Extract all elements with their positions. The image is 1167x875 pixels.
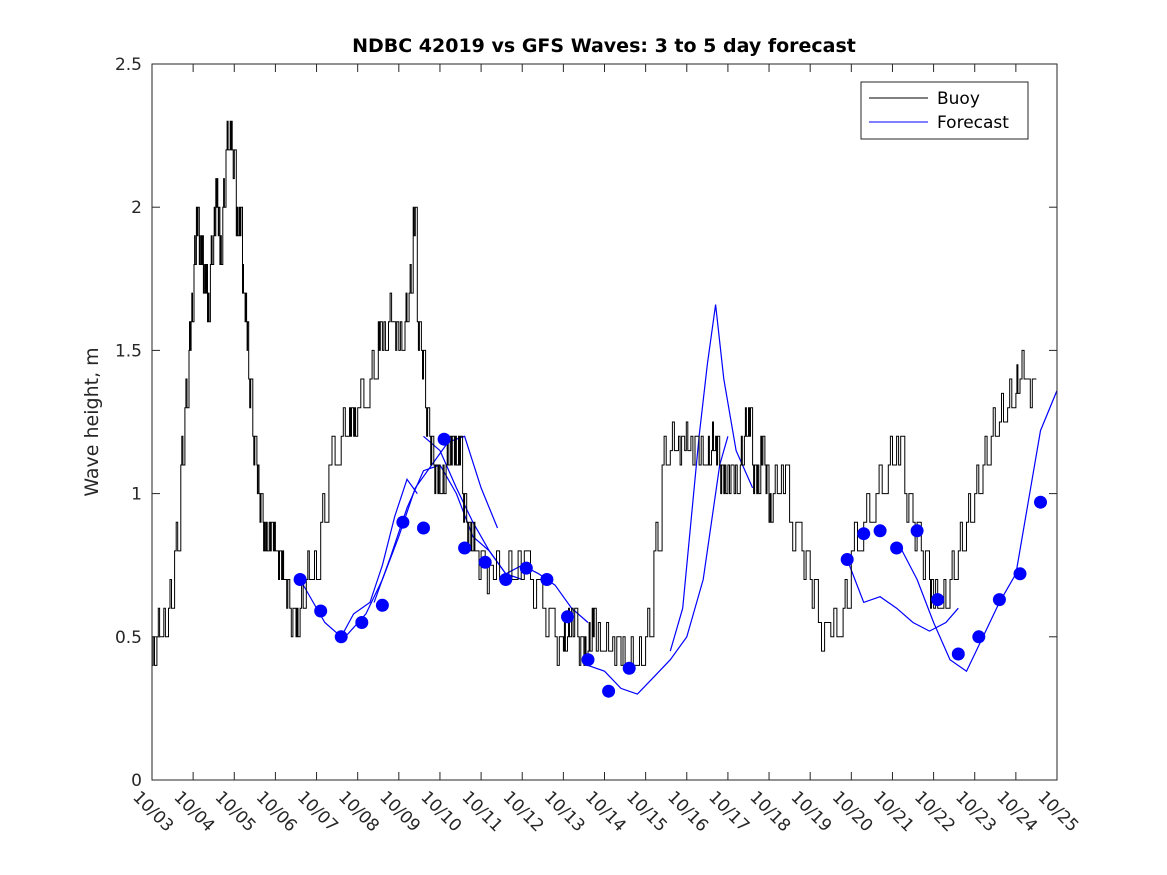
forecast-marker bbox=[910, 524, 924, 538]
forecast-marker bbox=[992, 593, 1006, 607]
forecast-marker bbox=[334, 630, 348, 644]
legend: Buoy Forecast bbox=[860, 81, 1029, 140]
legend-forecast-label: Forecast bbox=[937, 113, 1009, 133]
forecast-marker bbox=[540, 573, 554, 586]
forecast-marker bbox=[417, 521, 430, 535]
forecast-marker bbox=[396, 515, 410, 529]
y-tick-label: 0 bbox=[131, 771, 142, 791]
axes-box bbox=[151, 63, 1058, 781]
forecast-markers bbox=[293, 432, 1047, 698]
forecast-marker bbox=[1013, 567, 1027, 581]
forecast-series-line bbox=[669, 304, 754, 652]
forecast-marker bbox=[478, 555, 492, 569]
y-tick-label: 1.5 bbox=[115, 341, 142, 361]
legend-box bbox=[860, 81, 1029, 140]
buoy-line-group bbox=[152, 120, 1037, 666]
forecast-marker bbox=[375, 598, 389, 612]
forecast-series-line bbox=[344, 435, 499, 638]
forecast-series-line bbox=[846, 559, 959, 632]
forecast-marker bbox=[951, 647, 965, 661]
forecast-marker bbox=[1034, 495, 1047, 509]
forecast-marker bbox=[561, 610, 574, 624]
forecast-marker bbox=[437, 432, 451, 446]
forecast-marker bbox=[873, 524, 887, 538]
y-tick-label: 1 bbox=[131, 485, 142, 505]
forecast-series-line bbox=[299, 477, 418, 638]
forecast-marker bbox=[499, 573, 513, 586]
forecast-marker bbox=[890, 541, 904, 555]
forecast-marker bbox=[602, 684, 616, 698]
forecast-marker bbox=[857, 527, 871, 541]
legend-buoy-label: Buoy bbox=[937, 89, 980, 109]
forecast-marker bbox=[931, 593, 945, 607]
forecast-marker bbox=[519, 561, 533, 575]
y-tick-label: 2 bbox=[131, 198, 142, 218]
forecast-marker bbox=[840, 553, 854, 566]
forecast-series-line bbox=[587, 436, 729, 695]
plot-lines bbox=[152, 120, 1057, 698]
forecast-marker bbox=[972, 630, 986, 644]
y-tick-label: 2.5 bbox=[115, 55, 142, 75]
chart-title: NDBC 42019 vs GFS Waves: 3 to 5 day fore… bbox=[352, 35, 856, 57]
y-axis-label: Wave height, m bbox=[81, 347, 103, 496]
forecast-marker bbox=[314, 604, 328, 618]
plot-area bbox=[152, 64, 1057, 780]
y-tick-label: 0.5 bbox=[115, 628, 142, 648]
forecast-marker bbox=[581, 653, 595, 667]
forecast-marker bbox=[355, 616, 369, 629]
buoy-series-line bbox=[152, 120, 1037, 666]
forecast-marker bbox=[458, 541, 472, 555]
forecast-lines bbox=[299, 304, 1057, 695]
forecast-marker bbox=[293, 573, 307, 586]
forecast-marker bbox=[622, 661, 636, 675]
